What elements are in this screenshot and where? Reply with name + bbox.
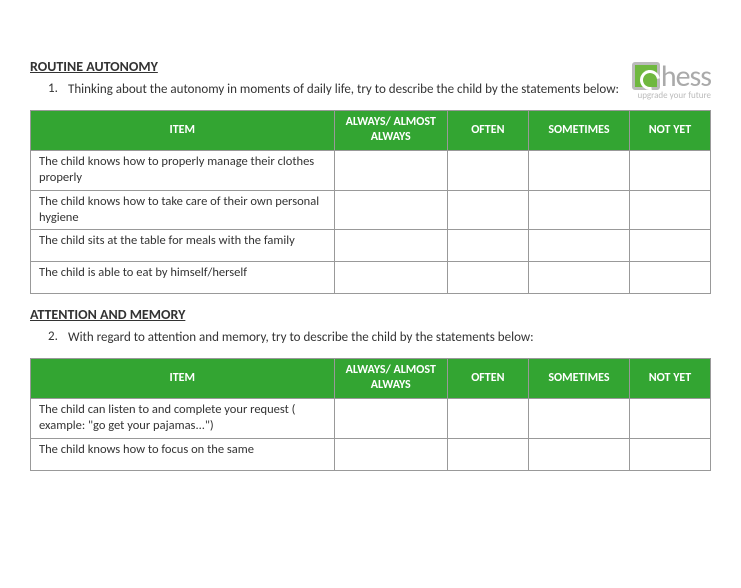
cell-often[interactable] <box>447 262 528 294</box>
cell-notyet[interactable] <box>630 190 711 230</box>
table-row: The child can listen to and complete you… <box>31 399 711 439</box>
cell-always[interactable] <box>334 262 447 294</box>
cell-always[interactable] <box>334 399 447 439</box>
section1-table: ITEM ALWAYS/ ALMOST ALWAYS OFTEN SOMETIM… <box>30 110 711 294</box>
cell-sometimes[interactable] <box>528 151 629 191</box>
col-often: OFTEN <box>447 110 528 150</box>
col-notyet: NOT YET <box>630 358 711 398</box>
section2-prompt: 2. With regard to attention and memory, … <box>48 329 711 348</box>
cell-notyet[interactable] <box>630 151 711 191</box>
row-item: The child knows how to focus on the same <box>31 438 335 470</box>
cell-sometimes[interactable] <box>528 399 629 439</box>
section2-table: ITEM ALWAYS/ ALMOST ALWAYS OFTEN SOMETIM… <box>30 358 711 471</box>
cell-sometimes[interactable] <box>528 190 629 230</box>
section1-prompt-num: 1. <box>48 81 68 100</box>
cell-always[interactable] <box>334 190 447 230</box>
cell-notyet[interactable] <box>630 399 711 439</box>
cell-often[interactable] <box>447 399 528 439</box>
cell-always[interactable] <box>334 230 447 262</box>
section1-prompt-text: Thinking about the autonomy in moments o… <box>68 81 711 100</box>
row-item: The child sits at the table for meals wi… <box>31 230 335 262</box>
table-row: The child knows how to take care of thei… <box>31 190 711 230</box>
cell-sometimes[interactable] <box>528 230 629 262</box>
cell-always[interactable] <box>334 151 447 191</box>
cell-notyet[interactable] <box>630 438 711 470</box>
row-item: The child knows how to take care of thei… <box>31 190 335 230</box>
col-often: OFTEN <box>447 358 528 398</box>
cell-always[interactable] <box>334 438 447 470</box>
logo-c-icon <box>632 62 660 90</box>
col-always: ALWAYS/ ALMOST ALWAYS <box>334 110 447 150</box>
cell-sometimes[interactable] <box>528 262 629 294</box>
section2-title: ATTENTION AND MEMORY <box>30 306 711 323</box>
cell-notyet[interactable] <box>630 262 711 294</box>
table-row: The child is able to eat by himself/hers… <box>31 262 711 294</box>
table-row: The child knows how to properly manage t… <box>31 151 711 191</box>
section1-title: ROUTINE AUTONOMY <box>30 58 711 75</box>
row-item: The child knows how to properly manage t… <box>31 151 335 191</box>
cell-notyet[interactable] <box>630 230 711 262</box>
table-row: The child knows how to focus on the same <box>31 438 711 470</box>
row-item: The child is able to eat by himself/hers… <box>31 262 335 294</box>
col-sometimes: SOMETIMES <box>528 110 629 150</box>
logo-tagline: upgrade your future <box>632 90 711 101</box>
col-item: ITEM <box>31 110 335 150</box>
cell-often[interactable] <box>447 151 528 191</box>
section1-prompt: 1. Thinking about the autonomy in moment… <box>48 81 711 100</box>
cell-often[interactable] <box>447 230 528 262</box>
row-item: The child can listen to and complete you… <box>31 399 335 439</box>
col-item: ITEM <box>31 358 335 398</box>
col-sometimes: SOMETIMES <box>528 358 629 398</box>
cell-sometimes[interactable] <box>528 438 629 470</box>
col-always: ALWAYS/ ALMOST ALWAYS <box>334 358 447 398</box>
cell-often[interactable] <box>447 190 528 230</box>
section2-prompt-num: 2. <box>48 329 68 348</box>
cell-often[interactable] <box>447 438 528 470</box>
table-row: The child sits at the table for meals wi… <box>31 230 711 262</box>
section2-prompt-text: With regard to attention and memory, try… <box>68 329 711 348</box>
brand-logo: hess upgrade your future <box>632 62 711 101</box>
col-notyet: NOT YET <box>630 110 711 150</box>
